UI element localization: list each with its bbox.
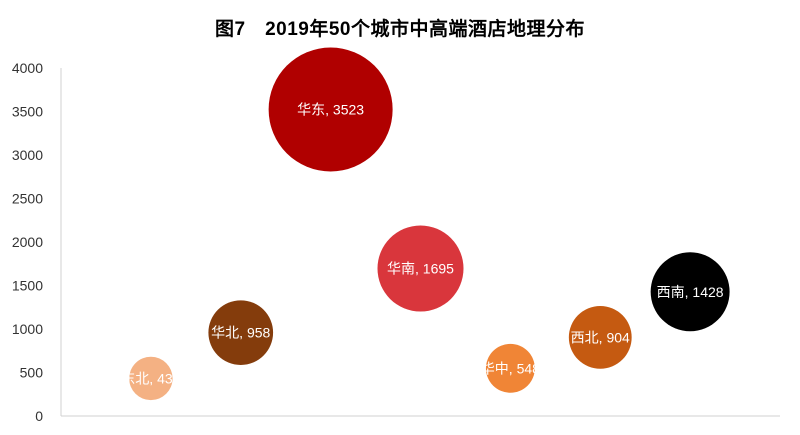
chart-title: 图7 2019年50个城市中高端酒店地理分布 bbox=[215, 19, 585, 40]
y-tick-label: 4000 bbox=[12, 60, 43, 76]
bubble-西北: 西北, 904 bbox=[568, 305, 632, 369]
bubble-华中: 华中, 548 bbox=[481, 343, 540, 393]
bubble-data-label: 华中, 548 bbox=[481, 360, 540, 376]
bubble-data-label: 华北, 958 bbox=[211, 325, 270, 341]
bubble-series: 东北, 432 华北, 958 华东, 3523 华南, 1695 华中, 548 西北,… bbox=[121, 47, 730, 401]
bubble-data-label: 东北, 432 bbox=[121, 370, 180, 386]
bubble-mark bbox=[650, 252, 730, 332]
bubble-mark bbox=[129, 356, 173, 401]
bubble-data-label: 华南, 1695 bbox=[387, 261, 454, 277]
y-tick-label: 3000 bbox=[12, 147, 43, 163]
y-tick-label: 1500 bbox=[12, 278, 43, 294]
bubble-西南: 西南, 1428 bbox=[650, 252, 730, 332]
bubble-mark bbox=[268, 47, 393, 172]
bubble-data-label: 西南, 1428 bbox=[657, 284, 724, 300]
bubble-data-label: 华东, 3523 bbox=[297, 101, 364, 117]
bubble-mark bbox=[208, 300, 274, 365]
bubble-data-label: 西北, 904 bbox=[571, 329, 630, 345]
bubble-华南: 华南, 1695 bbox=[377, 225, 464, 312]
bubble-mark bbox=[485, 343, 535, 393]
bubble-华北: 华北, 958 bbox=[208, 300, 274, 365]
y-tick-label: 2500 bbox=[12, 191, 43, 207]
y-tick-label: 0 bbox=[35, 408, 43, 424]
y-tick-label: 1000 bbox=[12, 321, 43, 337]
y-axis: 0 500 1000 1500 2000 2500 3000 3500 4000 bbox=[12, 60, 62, 424]
y-tick-label: 3500 bbox=[12, 104, 43, 120]
bubble-mark bbox=[568, 305, 632, 369]
bubble-mark bbox=[377, 225, 464, 312]
y-tick-label: 500 bbox=[20, 365, 44, 381]
bubble-东北: 东北, 432 bbox=[121, 356, 181, 401]
y-tick-label: 2000 bbox=[12, 234, 43, 250]
bubble-华东: 华东, 3523 bbox=[268, 47, 393, 172]
